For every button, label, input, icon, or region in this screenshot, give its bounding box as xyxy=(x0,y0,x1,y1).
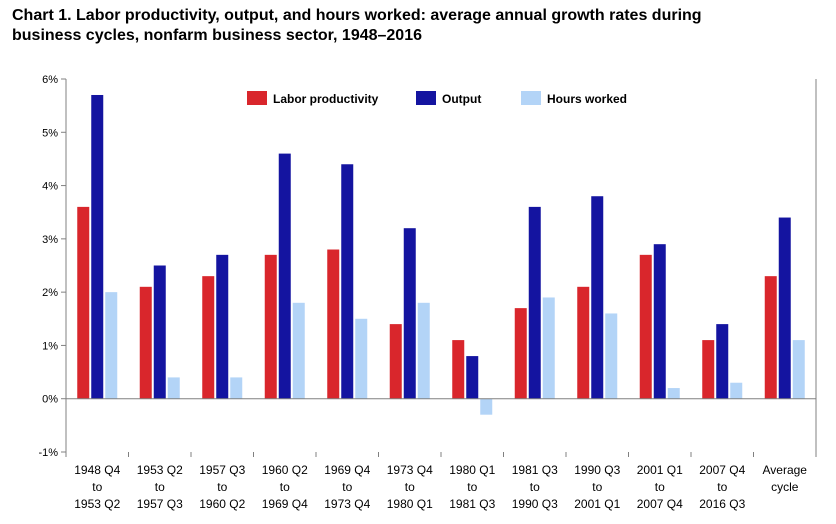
bar-hours-worked xyxy=(605,313,618,399)
x-category-label: 2001 Q1 xyxy=(574,497,620,511)
x-category-label: to xyxy=(280,480,290,494)
bar-hours-worked xyxy=(355,318,368,399)
x-category-label: 1969 Q4 xyxy=(324,463,370,477)
bar-labor-productivity xyxy=(264,254,277,399)
legend-swatch-hours-worked xyxy=(521,91,541,105)
x-category-label: 1960 Q2 xyxy=(262,463,308,477)
y-tick-label: 3% xyxy=(42,234,58,246)
x-category-label: 1990 Q3 xyxy=(512,497,558,511)
bar-output xyxy=(591,196,604,399)
bar-hours-worked xyxy=(105,292,118,399)
x-category-label: 2001 Q1 xyxy=(637,463,683,477)
bar-output xyxy=(778,217,791,399)
legend-label-labor-productivity: Labor productivity xyxy=(273,92,379,106)
x-category-label: 1953 Q2 xyxy=(137,463,183,477)
bar-hours-worked xyxy=(292,302,305,399)
x-category-label: 1969 Q4 xyxy=(262,497,308,511)
bar-output xyxy=(91,94,104,399)
x-category-label: 1948 Q4 xyxy=(74,463,120,477)
x-category-label: 1980 Q1 xyxy=(449,463,495,477)
bar-labor-productivity xyxy=(452,340,465,399)
bar-output xyxy=(653,244,666,399)
legend-swatch-labor-productivity xyxy=(247,91,267,105)
bar-labor-productivity xyxy=(639,254,652,399)
x-category-label: to xyxy=(155,480,165,494)
x-category-label: 2016 Q3 xyxy=(699,497,745,511)
x-category-label: 1973 Q4 xyxy=(324,497,370,511)
bar-hours-worked xyxy=(167,377,180,399)
y-tick-label: 5% xyxy=(42,127,58,139)
bar-hours-worked xyxy=(542,297,555,399)
x-category-label: 1981 Q3 xyxy=(449,497,495,511)
bar-labor-productivity xyxy=(577,286,590,399)
bar-hours-worked xyxy=(480,398,493,415)
bar-output xyxy=(716,324,729,399)
bar-output xyxy=(528,206,541,399)
bar-labor-productivity xyxy=(389,324,402,399)
y-tick-label: 1% xyxy=(42,340,58,352)
x-category-label: to xyxy=(342,480,352,494)
chart-title-line-1: Chart 1. Labor productivity, output, and… xyxy=(12,7,702,24)
x-category-label: to xyxy=(592,480,602,494)
x-category-label: 1990 Q3 xyxy=(574,463,620,477)
x-category-label: 1960 Q2 xyxy=(199,497,245,511)
bar-labor-productivity xyxy=(764,276,777,399)
bar-hours-worked xyxy=(730,382,743,399)
chart-title-line-2: business cycles, nonfarm business sector… xyxy=(12,27,422,44)
x-category-label: 1981 Q3 xyxy=(512,463,558,477)
bar-hours-worked xyxy=(417,302,430,399)
legend-label-hours-worked: Hours worked xyxy=(547,92,627,106)
bar-output xyxy=(216,254,229,399)
bar-output xyxy=(341,164,354,399)
legend-swatch-output xyxy=(416,91,436,105)
x-category-label: 1980 Q1 xyxy=(387,497,433,511)
bar-labor-productivity xyxy=(139,286,152,399)
x-category-label: to xyxy=(92,480,102,494)
bar-hours-worked xyxy=(792,340,805,399)
x-category-label: to xyxy=(530,480,540,494)
legend-label-output: Output xyxy=(442,92,481,106)
y-tick-label: 2% xyxy=(42,287,58,299)
x-category-label: 1957 Q3 xyxy=(199,463,245,477)
bar-output xyxy=(466,356,479,399)
x-category-label: to xyxy=(217,480,227,494)
y-tick-label: 4% xyxy=(42,181,58,193)
x-category-label: 2007 Q4 xyxy=(699,463,745,477)
bar-output xyxy=(153,265,166,399)
y-tick-label: 0% xyxy=(42,394,58,406)
x-category-label: Average xyxy=(763,463,808,477)
y-tick-label: 6% xyxy=(42,74,58,86)
x-category-label: 1957 Q3 xyxy=(137,497,183,511)
bar-hours-worked xyxy=(667,388,680,399)
bar-output xyxy=(403,228,416,399)
x-category-label: to xyxy=(467,480,477,494)
x-category-label: 1953 Q2 xyxy=(74,497,120,511)
x-category-label: to xyxy=(717,480,727,494)
x-category-label: to xyxy=(405,480,415,494)
bar-labor-productivity xyxy=(514,308,527,399)
bar-labor-productivity xyxy=(702,340,715,399)
bar-output xyxy=(278,153,291,399)
bar-labor-productivity xyxy=(77,206,90,399)
bar-labor-productivity xyxy=(202,276,215,399)
bar-labor-productivity xyxy=(327,249,340,399)
y-tick-label: -1% xyxy=(38,447,58,459)
x-category-label: cycle xyxy=(771,480,799,494)
x-category-label: to xyxy=(655,480,665,494)
x-category-label: 2007 Q4 xyxy=(637,497,683,511)
chart-title: Chart 1. Labor productivity, output, and… xyxy=(12,6,812,46)
x-category-label: 1973 Q4 xyxy=(387,463,433,477)
bar-hours-worked xyxy=(230,377,243,399)
